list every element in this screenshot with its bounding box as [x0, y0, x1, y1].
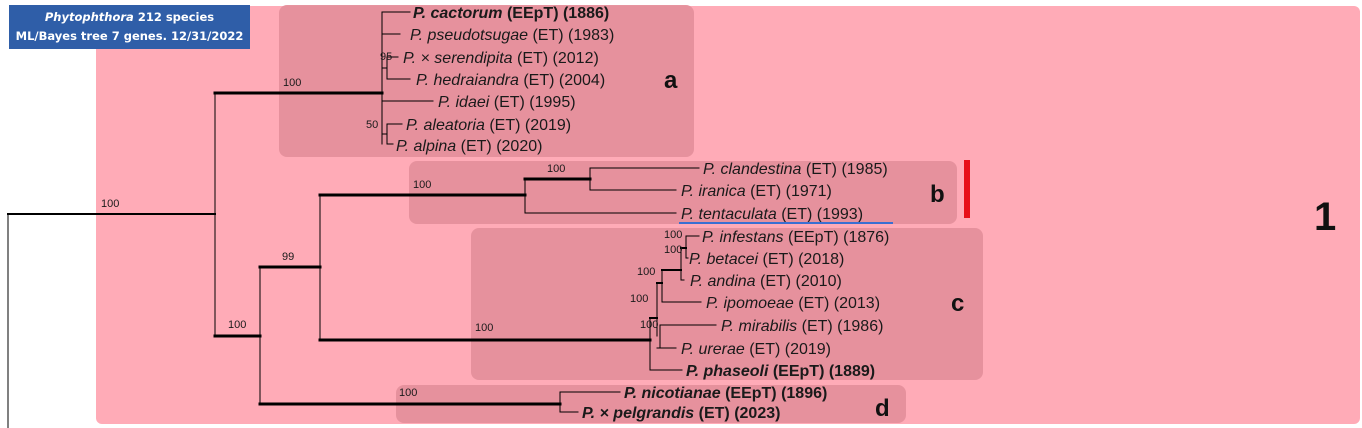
- subclade-b-box: [409, 161, 957, 224]
- support-value-clades-bcd: 100: [228, 319, 246, 331]
- subclade-b-label: b: [930, 181, 945, 208]
- taxon-label: P. ipomoeae (ET) (2013): [706, 295, 880, 312]
- support-value-mirabilis-node: 100: [630, 293, 648, 305]
- support-value-infestans-group-ipomoeae: 100: [637, 266, 655, 278]
- taxon-label: P. andina (ET) (2010): [690, 273, 842, 290]
- support-value-clade-d: 100: [399, 387, 417, 399]
- subclade-c-label: c: [951, 290, 964, 317]
- taxon-label: P. idaei (ET) (1995): [438, 94, 576, 111]
- title-line-2: ML/Bayes tree 7 genes. 12/31/2022: [15, 29, 244, 43]
- taxon-label: P. nicotianae (EEpT) (1896): [624, 385, 827, 402]
- taxon-label: P. betacei (ET) (2018): [689, 251, 844, 268]
- support-value-c-core: 100: [640, 319, 658, 331]
- support-value-root-crown: 100: [101, 198, 119, 210]
- taxon-label: P. mirabilis (ET) (1986): [721, 318, 883, 335]
- taxon-label: P. phaseoli (EEpT) (1889): [686, 363, 875, 380]
- clade-1-label: 1: [1314, 195, 1336, 239]
- taxon-label: P. infestans (EEpT) (1876): [702, 229, 889, 246]
- subclade-d-label: d: [875, 395, 890, 422]
- support-value-clandestina-iranica: 100: [547, 163, 565, 175]
- subclade-a-label: a: [664, 67, 678, 94]
- taxon-label: P. pseudotsugae (ET) (1983): [410, 27, 614, 44]
- support-value-infestans-betacei-andina: 100: [664, 244, 682, 256]
- title-species-count: 212 species: [133, 10, 215, 24]
- support-value-serendipita-hedraiandra: 95: [380, 51, 392, 63]
- taxon-label: P. aleatoria (ET) (2019): [406, 117, 571, 134]
- taxon-labels: P. cactorum (EEpT) (1886) P. pseudotsugae…: [396, 5, 889, 422]
- taxon-label: P. alpina (ET) (2020): [396, 138, 542, 155]
- tree-branches: [7, 11, 717, 428]
- title-line-1: Phytophthora 212 species: [9, 8, 250, 27]
- subclade-a-box: [279, 5, 694, 157]
- support-value-clade-c: 100: [475, 322, 493, 334]
- support-values: 100 100 95 50 100 99 100 100 100 100 100 100 100 100 1…: [101, 51, 682, 399]
- taxon-label: P. clandestina (ET) (1985): [703, 161, 888, 178]
- taxon-label: P. hedraiandra (ET) (2004): [416, 72, 605, 89]
- taxon-label: P. × serendipita (ET) (2012): [403, 50, 599, 67]
- taxon-label: P. urerae (ET) (2019): [681, 341, 831, 358]
- support-value-clade-b: 100: [413, 179, 431, 191]
- clade-b-red-marker: [964, 160, 970, 218]
- support-value-clade-a: 100: [283, 77, 301, 89]
- taxon-label: P. cactorum (EEpT) (1886): [413, 5, 609, 22]
- support-value-clades-bc: 99: [282, 251, 294, 263]
- title-genus: Phytophthora: [44, 10, 134, 24]
- support-value-infestans-betacei: 100: [664, 229, 682, 241]
- support-value-aleatoria-alpina: 50: [366, 119, 378, 131]
- taxon-label: P. iranica (ET) (1971): [681, 183, 832, 200]
- subclade-c-box: [471, 228, 983, 380]
- taxon-label: P. tentaculata (ET) (1993): [681, 206, 863, 223]
- figure-title-box: Phytophthora 212 species ML/Bayes tree 7…: [9, 5, 250, 49]
- taxon-label: P. × pelgrandis (ET) (2023): [582, 405, 780, 422]
